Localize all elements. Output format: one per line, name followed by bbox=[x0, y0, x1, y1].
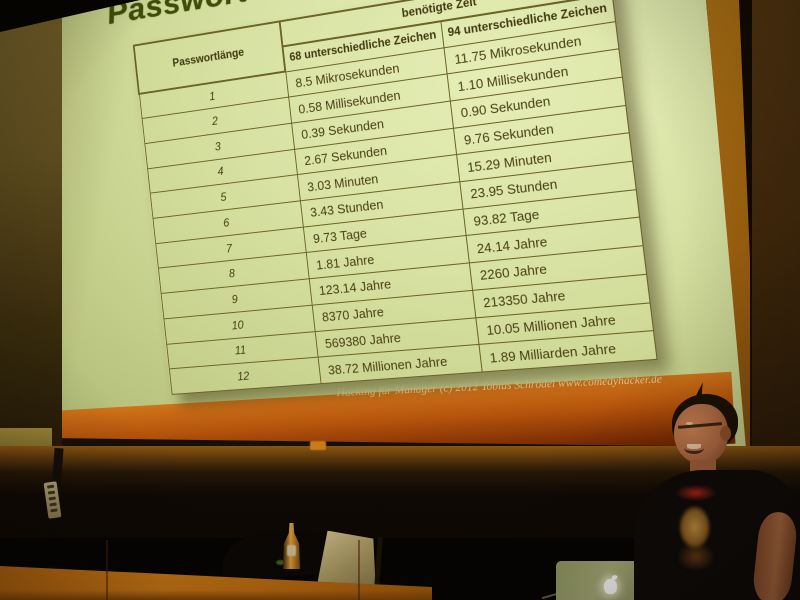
bag-logo bbox=[276, 560, 285, 565]
presenter bbox=[620, 380, 800, 600]
desk-panel-seam bbox=[106, 540, 108, 600]
apple-logo-icon bbox=[604, 579, 617, 594]
wall-left bbox=[0, 0, 62, 452]
paper-stand bbox=[317, 530, 380, 589]
password-time-table: Passwortlänge benötigte Zeit 68 untersch… bbox=[132, 0, 658, 395]
bottle-label bbox=[287, 545, 296, 556]
smile bbox=[684, 442, 704, 454]
tshirt-band-print bbox=[664, 486, 728, 572]
wall-right-dark bbox=[752, 0, 800, 450]
projection-screen: Hacking für Manager (c) 2012 Tobias Schr… bbox=[28, 0, 747, 447]
face bbox=[674, 404, 728, 464]
wall-lit-patch bbox=[310, 441, 326, 450]
ear bbox=[720, 426, 731, 441]
glasses-glint bbox=[686, 422, 693, 425]
desk-panel-seam bbox=[358, 540, 360, 600]
